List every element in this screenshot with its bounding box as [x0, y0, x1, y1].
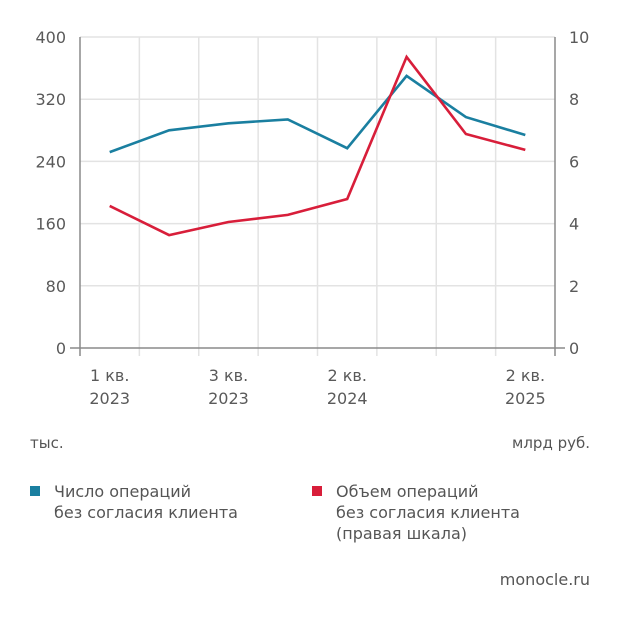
x-tick-label-year: 2023	[89, 389, 130, 408]
x-tick-label-year: 2025	[505, 389, 546, 408]
y-tick-label-right: 4	[569, 215, 579, 234]
gridlines	[80, 36, 555, 356]
x-tick-label-quarter: 3 кв.	[209, 366, 248, 385]
series-lines	[109, 54, 526, 237]
line-chart: 0 80 160 240 320 400 0 2 4 6 8 10 1 кв. 2023 3 кв. 20…	[35, 28, 589, 408]
legend-label-line1: Объем операций	[336, 482, 479, 501]
y-tick-label-right: 0	[569, 339, 579, 358]
y-tick-label-right: 10	[569, 28, 589, 47]
y-axis-right-ticks: 0 2 4 6 8 10	[569, 28, 589, 358]
legend-label-line3: (правая шкала)	[336, 524, 467, 543]
y-tick-label-left: 240	[35, 152, 66, 171]
y-tick-label-left: 0	[56, 339, 66, 358]
y-tick-label-left: 400	[35, 28, 66, 47]
legend-label-line1: Число операций	[54, 482, 192, 501]
x-tick-label-quarter: 2 кв.	[506, 366, 545, 385]
source-label: monocle.ru	[499, 570, 590, 589]
axes	[70, 37, 565, 356]
left-axis-unit: тыс.	[30, 434, 64, 452]
y-tick-label-left: 320	[35, 90, 66, 109]
right-axis-unit: млрд руб.	[512, 434, 590, 452]
legend-swatch-red	[312, 486, 322, 496]
x-tick-label-year: 2023	[208, 389, 249, 408]
x-tick-label-quarter: 2 кв.	[327, 366, 366, 385]
legend-item-volume: Объем операций без согласия клиента (пра…	[312, 481, 520, 544]
y-tick-label-left: 160	[35, 215, 66, 234]
legend-label-line2: без согласия клиента	[336, 503, 520, 522]
x-tick-label-year: 2024	[327, 389, 368, 408]
series-line-volume	[109, 54, 526, 237]
series-line-count	[109, 74, 526, 154]
y-tick-label-right: 6	[569, 152, 579, 171]
x-tick-label-quarter: 1 кв.	[90, 366, 129, 385]
legend-item-count: Число операций без согласия клиента	[30, 481, 238, 523]
x-axis-ticks: 1 кв. 2023 3 кв. 2023 2 кв. 2024 2 кв. 2025	[89, 366, 545, 408]
legend-swatch-blue	[30, 486, 40, 496]
legend-label-line2: без согласия клиента	[54, 503, 238, 522]
y-tick-label-right: 2	[569, 277, 579, 296]
y-axis-left-ticks: 0 80 160 240 320 400	[35, 28, 66, 358]
y-tick-label-right: 8	[569, 90, 579, 109]
y-tick-label-left: 80	[46, 277, 66, 296]
